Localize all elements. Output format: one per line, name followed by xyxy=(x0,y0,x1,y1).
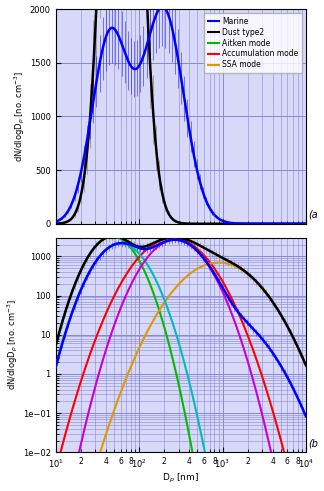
Y-axis label: dN/dlogD$_p$ [no. cm$^{-3}$]: dN/dlogD$_p$ [no. cm$^{-3}$] xyxy=(6,300,20,390)
Text: (b: (b xyxy=(308,438,318,448)
X-axis label: D$_p$ [nm]: D$_p$ [nm] xyxy=(162,472,199,486)
Legend: Marine, Dust type2, Aitken mode, Accumulation mode, SSA mode: Marine, Dust type2, Aitken mode, Accumul… xyxy=(204,13,302,73)
Y-axis label: dN/dlogD$_p$ [no. cm$^{-3}$]: dN/dlogD$_p$ [no. cm$^{-3}$] xyxy=(13,71,27,162)
Text: (a: (a xyxy=(308,210,318,219)
